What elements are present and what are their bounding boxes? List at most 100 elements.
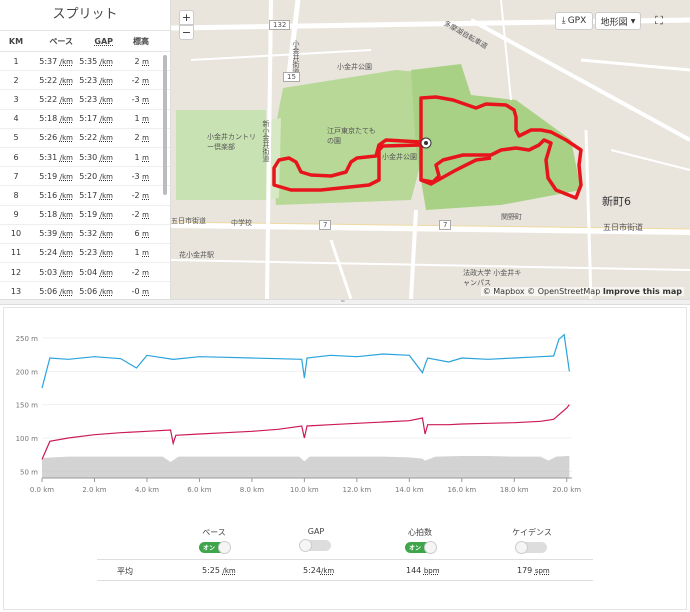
route-shield: 7 <box>439 220 452 230</box>
improve-map-link[interactable]: Improve this map <box>602 287 682 296</box>
road <box>580 58 690 72</box>
legend-toggle-2[interactable]: 心拍数 オン <box>380 527 460 555</box>
toggle-switch[interactable]: オン <box>405 541 437 554</box>
split-pace: 5:19 /km <box>39 171 73 181</box>
split-gap: 5:04 /km <box>79 267 113 277</box>
split-row[interactable]: 2 5:22 /km 5:23 /km -2 m <box>0 71 170 91</box>
x-tick-label: 2.0 km <box>82 486 106 494</box>
pace-line <box>41 333 570 389</box>
start-finish-marker-dot <box>424 141 428 145</box>
toggle-switch[interactable]: オン <box>199 541 231 554</box>
split-km: 8 <box>13 190 19 200</box>
legend-label: ケイデンス <box>512 528 552 537</box>
road <box>610 149 690 171</box>
header-pace: ペース <box>49 36 73 46</box>
resize-handle[interactable]: ═ <box>0 299 690 305</box>
legend-toggle-3[interactable]: ケイデンス <box>492 527 572 555</box>
split-row[interactable]: 13 5:06 /km 5:06 /km -0 m <box>0 282 170 299</box>
split-elevation: -2 m <box>131 75 149 85</box>
split-km: 12 <box>10 267 22 277</box>
x-tick-label: 8.0 km <box>240 486 264 494</box>
split-elevation: -0 m <box>131 286 149 296</box>
route-line <box>420 156 492 186</box>
split-pace: 5:39 /km <box>39 229 73 239</box>
toggle-switch[interactable] <box>299 539 331 552</box>
caret-down-icon: ▼ <box>630 17 636 25</box>
map-label-town: 新町6 <box>602 195 631 208</box>
legend-toggle-1[interactable]: GAP <box>276 527 356 553</box>
map-label-station-2: 花小金井駅 <box>179 251 214 259</box>
split-pace: 5:18 /km <box>39 210 73 220</box>
y-tick-label: 150 m <box>16 402 39 410</box>
split-pace: 5:37 /km <box>39 56 73 66</box>
split-row[interactable]: 9 5:18 /km 5:19 /km -2 m <box>0 206 170 225</box>
route-map[interactable]: 小金井公園 新町6 五日市街道 五日市街道 小金井街道 多摩湖自転車道 新小金井… <box>171 0 690 299</box>
park-area <box>271 70 427 205</box>
split-elevation: 2 m <box>134 56 149 66</box>
route-shield: 7 <box>319 220 332 230</box>
map-label-park-secondary: 小金井公園 <box>337 63 372 71</box>
split-gap: 5:17 /km <box>79 190 113 200</box>
toggle-knob <box>515 541 528 554</box>
activity-chart[interactable]: 250 m 200 m 150 m 100 m 50 m 0.0 km 2.0 km 4.0 … <box>3 307 687 610</box>
map-style-dropdown[interactable]: 地形図 ▼ <box>595 12 641 30</box>
split-gap: 5:32 /km <box>79 229 113 239</box>
split-km: 4 <box>13 114 19 124</box>
legend-toggle-0[interactable]: ペース オン <box>174 527 254 555</box>
split-pace: 5:26 /km <box>39 133 73 143</box>
gpx-download-button[interactable]: ⤓ GPX <box>555 12 593 30</box>
map-attribution[interactable]: © Mapbox © OpenStreetMap Improve this ma… <box>480 287 684 296</box>
toggle-knob <box>218 541 231 554</box>
split-pace: 5:06 /km <box>39 286 73 296</box>
avg-cadence: 179 spm <box>517 566 550 575</box>
chart-svg[interactable]: 250 m 200 m 150 m 100 m 50 m 0.0 km 2.0 km 4.0 … <box>4 308 688 611</box>
road <box>265 0 273 299</box>
splits-title: スプリット <box>52 7 118 22</box>
split-row[interactable]: 5 5:26 /km 5:22 /km 2 m <box>0 129 170 148</box>
road <box>470 18 690 142</box>
toggle-switch[interactable] <box>515 541 547 554</box>
split-elevation: -3 m <box>131 171 149 181</box>
zoom-in-button[interactable]: + <box>179 10 194 25</box>
split-row[interactable]: 1 5:37 /km 5:35 /km 2 m <box>0 52 170 72</box>
split-gap: 5:23 /km <box>79 248 113 258</box>
split-row[interactable]: 4 5:18 /km 5:17 /km 1 m <box>0 110 170 129</box>
map-label-school: 中学校 <box>231 219 252 227</box>
split-pace: 5:22 /km <box>39 75 73 85</box>
map-label-university: 法政大学 小金井キャンパス <box>463 269 522 287</box>
avg-heartrate: 144 bpm <box>406 566 440 575</box>
map-canvas[interactable] <box>171 0 690 299</box>
road <box>171 259 690 271</box>
split-elevation: 6 m <box>134 229 149 239</box>
split-km: 9 <box>13 210 19 220</box>
toggle-on-text: オン <box>203 545 216 552</box>
split-gap: 5:35 /km <box>79 56 113 66</box>
y-tick-label: 200 m <box>16 368 39 376</box>
route-line <box>272 138 422 192</box>
split-row[interactable]: 7 5:19 /km 5:20 /km -3 m <box>0 167 170 187</box>
averages-row: 平均 5:25 /km 5:24/km 144 bpm 179 spm <box>97 559 593 581</box>
split-row[interactable]: 6 5:31 /km 5:30 /km 1 m <box>0 148 170 168</box>
splits-panel: スプリット KM ペース GAP 標高 1 5:37 /km 5:35 /km 2 m… <box>0 0 171 299</box>
splits-scrollbar[interactable] <box>163 55 167 195</box>
x-tick-label: 20.0 km <box>552 486 581 494</box>
split-pace: 5:18 /km <box>39 114 73 124</box>
split-row[interactable]: 3 5:22 /km 5:23 /km -3 m <box>0 90 170 110</box>
y-tick-label: 50 m <box>20 468 38 476</box>
x-tick-label: 10.0 km <box>290 486 319 494</box>
x-tick-label: 12.0 km <box>343 486 372 494</box>
split-row[interactable]: 10 5:39 /km 5:32 /km 6 m <box>0 225 170 244</box>
split-pace: 5:16 /km <box>39 190 73 200</box>
splits-table-body[interactable]: 1 5:37 /km 5:35 /km 2 m 2 5:22 /km 5:23 /km -2 … <box>0 52 170 299</box>
split-gap: 5:30 /km <box>79 152 113 162</box>
split-gap: 5:06 /km <box>79 286 113 296</box>
avg-pace: 5:25 /km <box>202 566 236 575</box>
x-tick-label: 16.0 km <box>447 486 476 494</box>
split-row[interactable]: 8 5:16 /km 5:17 /km -2 m <box>0 186 170 206</box>
split-elevation: -2 m <box>131 210 149 220</box>
split-row[interactable]: 11 5:24 /km 5:23 /km 1 m <box>0 244 170 264</box>
split-row[interactable]: 12 5:03 /km 5:04 /km -2 m <box>0 263 170 283</box>
zoom-out-button[interactable]: − <box>179 25 194 40</box>
split-pace: 5:03 /km <box>39 267 73 277</box>
fullscreen-icon[interactable]: ⛶ <box>655 14 663 27</box>
